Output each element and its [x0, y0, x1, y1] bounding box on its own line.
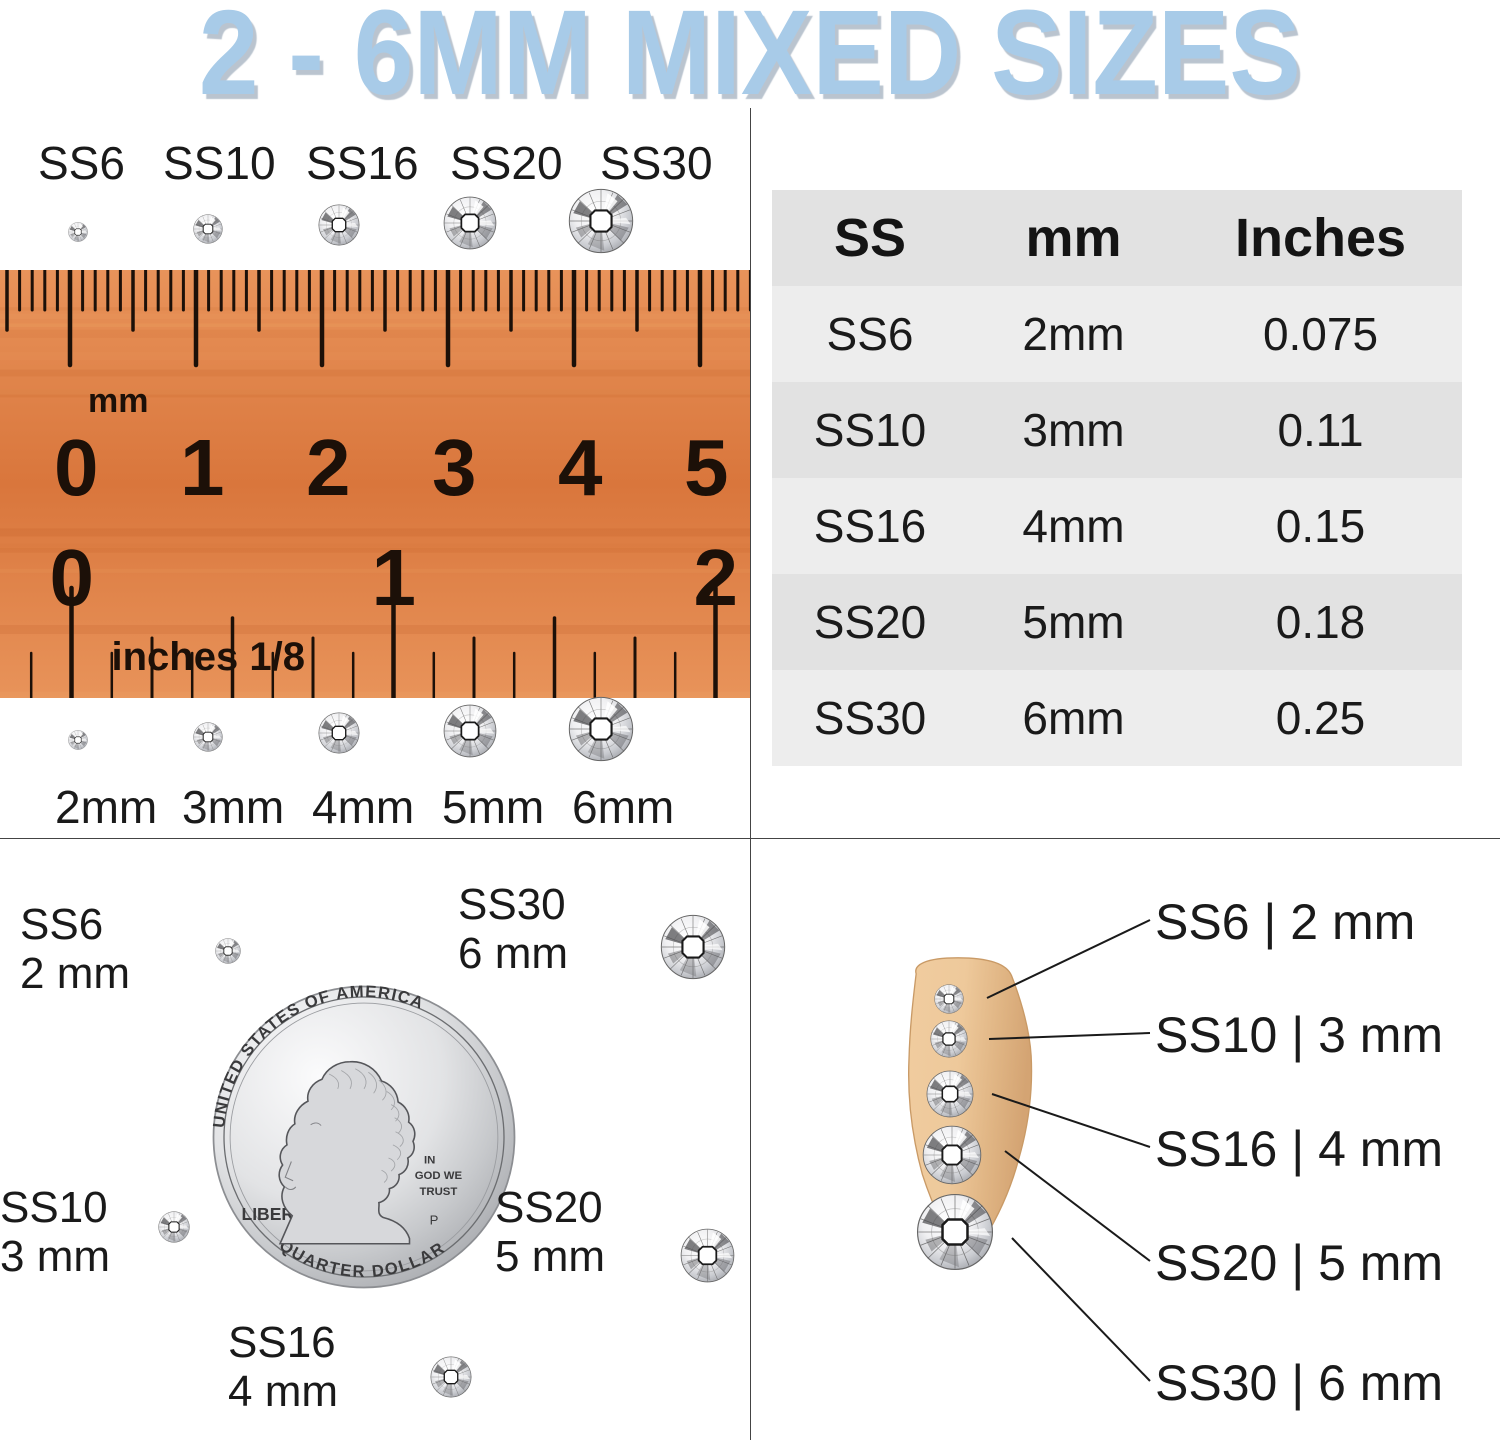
svg-text:4: 4 — [558, 423, 603, 512]
svg-text:mm: mm — [88, 382, 148, 420]
svg-text:1: 1 — [180, 423, 225, 512]
svg-text:0: 0 — [54, 423, 99, 512]
svg-text:2: 2 — [306, 423, 351, 512]
svg-text:inches 1/8: inches 1/8 — [112, 635, 305, 679]
svg-text:3: 3 — [432, 423, 477, 512]
svg-text:5: 5 — [684, 423, 729, 512]
